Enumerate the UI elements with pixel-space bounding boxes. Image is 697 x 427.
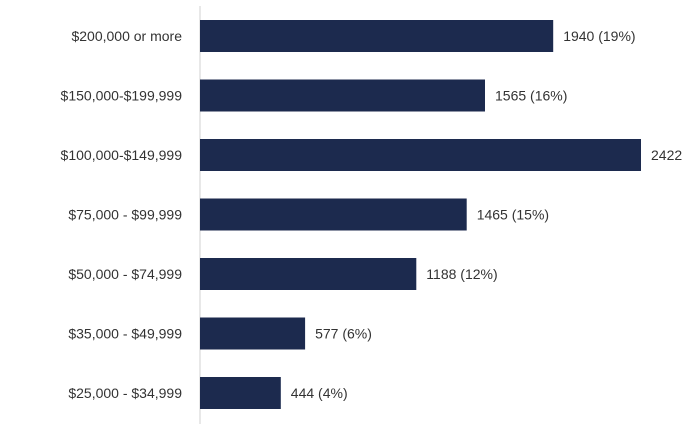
data-label: 1940 (19%) [563, 28, 635, 44]
bar [200, 258, 417, 290]
bar [200, 317, 306, 350]
bar [200, 20, 554, 52]
data-label: 1565 (16%) [495, 88, 567, 104]
bar [200, 79, 485, 112]
category-label: $200,000 or more [71, 28, 182, 44]
data-label: 444 (4%) [291, 385, 348, 401]
category-label: $75,000 - $99,999 [68, 207, 182, 223]
category-label: $35,000 - $49,999 [68, 326, 182, 342]
bar [200, 139, 641, 171]
data-label: 1465 (15%) [477, 207, 549, 223]
data-label: 577 (6%) [315, 326, 372, 342]
bar [200, 377, 281, 409]
data-label: 2422 [651, 147, 682, 163]
bar [200, 198, 467, 231]
category-label: $150,000-$199,999 [61, 88, 183, 104]
category-labels-group: $200,000 or more $150,000-$199,999 $100,00… [61, 28, 183, 401]
category-label: $50,000 - $74,999 [68, 266, 182, 282]
category-label: $25,000 - $34,999 [68, 385, 182, 401]
bars-group [200, 20, 641, 409]
category-label: $100,000-$149,999 [61, 147, 183, 163]
data-labels-group: 1940 (19%) 1565 (16%) 2422 1465 (15%) 1188 (… [291, 28, 683, 401]
data-label: 1188 (12%) [426, 266, 497, 282]
